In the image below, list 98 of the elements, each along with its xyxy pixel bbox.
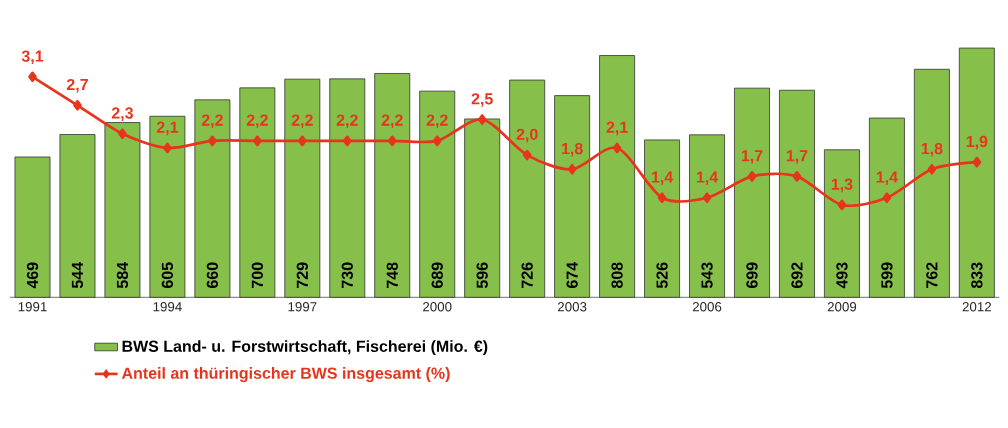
data-label: 2,2 bbox=[336, 114, 358, 129]
bar bbox=[59, 134, 96, 298]
x-tick-label: 2003 bbox=[557, 302, 587, 312]
bar bbox=[284, 78, 321, 298]
point bbox=[972, 156, 982, 168]
data-label: 2,2 bbox=[426, 114, 448, 129]
x-tick-label: 2012 bbox=[962, 302, 991, 312]
point bbox=[702, 192, 712, 204]
point bbox=[477, 114, 487, 125]
point bbox=[837, 199, 847, 211]
data-label: 699 bbox=[746, 262, 758, 289]
point bbox=[253, 135, 262, 147]
data-label: 1,7 bbox=[786, 150, 808, 164]
point bbox=[297, 135, 307, 147]
data-label: 469 bbox=[26, 262, 39, 289]
data-label: 808 bbox=[611, 262, 623, 289]
x-tick-label: 2009 bbox=[827, 302, 857, 312]
bar bbox=[509, 79, 546, 298]
bar bbox=[239, 87, 276, 298]
point bbox=[927, 163, 937, 175]
bar bbox=[868, 117, 905, 298]
data-label: 1,8 bbox=[921, 142, 943, 157]
data-label: 599 bbox=[881, 262, 893, 289]
data-label: 730 bbox=[341, 262, 353, 288]
data-label: 1,3 bbox=[831, 178, 853, 193]
point bbox=[118, 128, 127, 140]
data-label: 544 bbox=[71, 262, 84, 289]
data-label: 762 bbox=[926, 262, 938, 288]
bar bbox=[644, 139, 680, 298]
data-label: 729 bbox=[296, 262, 308, 288]
legend-label: Anteil an thüringischer BWS insgesamt (%) bbox=[121, 367, 450, 383]
bar bbox=[599, 55, 636, 298]
point bbox=[882, 192, 892, 204]
x-tick-label: 2006 bbox=[692, 302, 722, 312]
x-tick-label: 1997 bbox=[288, 302, 317, 312]
data-label: 700 bbox=[251, 262, 263, 288]
data-label: 1,7 bbox=[741, 150, 763, 164]
point bbox=[163, 142, 172, 154]
data-label: 1,4 bbox=[651, 171, 674, 186]
x-tick-label: 2000 bbox=[423, 302, 452, 312]
x-tick-label: 1994 bbox=[153, 302, 182, 312]
bar bbox=[913, 68, 950, 298]
point bbox=[612, 142, 622, 154]
point bbox=[387, 135, 397, 147]
bar bbox=[779, 89, 815, 298]
point bbox=[342, 135, 352, 147]
legend-label: BWS Land- u. Forstwirtschaft, Fischerei (Mio. €) bbox=[122, 340, 488, 356]
bar bbox=[149, 115, 186, 298]
data-label: 596 bbox=[476, 262, 488, 289]
data-label: 692 bbox=[791, 262, 803, 289]
data-label: 526 bbox=[656, 262, 668, 289]
data-label: 674 bbox=[566, 262, 578, 289]
data-label: 748 bbox=[386, 262, 398, 288]
bar bbox=[374, 73, 411, 298]
point bbox=[747, 171, 757, 182]
data-label: 689 bbox=[431, 262, 443, 289]
data-label: 1,4 bbox=[876, 171, 898, 186]
data-label: 2,1 bbox=[156, 121, 179, 136]
bar bbox=[329, 78, 366, 298]
point bbox=[28, 71, 37, 83]
data-label: 1,8 bbox=[562, 142, 583, 157]
bar bbox=[554, 95, 591, 298]
bar bbox=[958, 47, 995, 298]
data-label: 2,2 bbox=[291, 114, 313, 129]
data-label: 2,2 bbox=[246, 114, 268, 129]
bar bbox=[14, 156, 51, 298]
data-label: 1,9 bbox=[966, 135, 988, 150]
bar bbox=[734, 87, 770, 298]
data-label: 726 bbox=[521, 262, 533, 288]
data-label: 3,1 bbox=[21, 50, 44, 65]
data-label: 605 bbox=[161, 262, 174, 289]
data-label: 2,2 bbox=[381, 114, 403, 129]
data-label: 543 bbox=[701, 262, 713, 289]
point bbox=[208, 135, 217, 147]
data-label: 2,7 bbox=[66, 78, 88, 93]
bar bbox=[104, 122, 141, 298]
data-label: 493 bbox=[836, 262, 848, 289]
data-label: 584 bbox=[116, 262, 129, 289]
data-label: 2,3 bbox=[111, 107, 133, 121]
data-label: 1,4 bbox=[696, 171, 719, 186]
x-tick-label: 1991 bbox=[18, 302, 47, 312]
point bbox=[432, 135, 442, 147]
point bbox=[73, 99, 82, 111]
data-label: 660 bbox=[206, 262, 219, 289]
bar bbox=[689, 134, 725, 298]
data-label: 2,1 bbox=[606, 121, 628, 136]
data-label: 2,5 bbox=[471, 93, 493, 107]
bar bbox=[464, 118, 501, 298]
data-label: 2,0 bbox=[516, 128, 538, 143]
point bbox=[792, 171, 802, 182]
bar bbox=[419, 90, 456, 298]
bar bbox=[824, 149, 860, 298]
point bbox=[567, 163, 577, 175]
point bbox=[522, 149, 532, 161]
point bbox=[657, 192, 667, 204]
data-label: 833 bbox=[971, 262, 983, 289]
data-label: 2,2 bbox=[201, 114, 223, 129]
bar bbox=[194, 99, 231, 298]
